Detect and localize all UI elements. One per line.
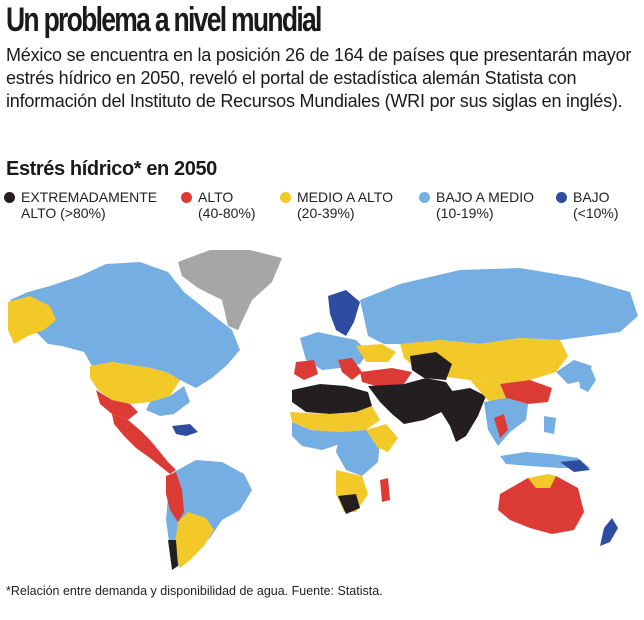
legend-item-bajo: BAJO (<10%) (556, 189, 619, 221)
region-greenland (178, 250, 282, 330)
legend-swatch (181, 192, 192, 203)
legend-label-line2: (40-80%) (198, 205, 256, 221)
region-australia-north (528, 474, 556, 488)
legend-swatch (4, 192, 15, 203)
region-chile-argentina (174, 512, 214, 568)
headline: Un problema a nivel mundial (6, 1, 322, 39)
legend-label-line2: (<10%) (573, 205, 619, 221)
region-new-zealand (600, 518, 618, 546)
region-mexico (112, 414, 176, 474)
region-north-africa (292, 384, 372, 414)
legend-label-line1: BAJO A MEDIO (436, 189, 535, 205)
legend-swatch (280, 192, 291, 203)
map-title: Estrés hídrico* en 2050 (6, 158, 217, 180)
footnote: *Relación entre demanda y disponibilidad… (6, 584, 383, 598)
legend: EXTREMADAMENTE ALTO (>80%) ALTO (40-80%)… (4, 189, 644, 225)
region-madagascar (380, 478, 390, 502)
region-china-east (500, 380, 552, 404)
region-sahel (290, 406, 380, 432)
region-alaska (8, 296, 56, 344)
lede-paragraph: México se encuentra en la posición 26 de… (6, 45, 632, 111)
region-philippines (544, 416, 556, 434)
region-south-asia-east (470, 380, 506, 404)
region-new-guinea (560, 460, 590, 472)
legend-label-line2: (20-39%) (297, 205, 355, 221)
region-horn-of-africa (366, 424, 398, 452)
region-middle-east (368, 378, 456, 424)
region-russia (360, 268, 638, 344)
region-peru (166, 472, 184, 522)
legend-item-bajo-a-medio: BAJO A MEDIO (10-19%) (419, 189, 534, 221)
legend-item-extremadamente-alto: EXTREMADAMENTE ALTO (>80%) (4, 189, 157, 221)
region-chile-south (168, 540, 178, 570)
region-australia (498, 476, 584, 534)
region-italy-balkans (338, 358, 362, 380)
region-us-southwest (96, 390, 138, 420)
region-north-america (10, 262, 240, 388)
region-usa (90, 362, 180, 404)
legend-item-alto: ALTO (40-80%) (181, 189, 256, 221)
legend-label-line2: ALTO (>80%) (21, 205, 106, 221)
legend-label-line1: EXTREMADAMENTE (21, 189, 158, 205)
legend-item-medio-a-alto: MEDIO A ALTO (20-39%) (280, 189, 393, 221)
region-scandinavia (328, 290, 360, 336)
legend-label-line1: BAJO (573, 189, 610, 205)
region-india (440, 388, 486, 442)
legend-label-line1: ALTO (198, 189, 234, 205)
legend-label-line1: MEDIO A ALTO (297, 189, 393, 205)
region-central-asia-black (410, 352, 452, 380)
world-water-stress-map (8, 250, 638, 570)
legend-swatch (556, 192, 567, 203)
region-iberia (294, 360, 318, 380)
region-us-southeast (146, 386, 190, 416)
legend-swatch (419, 192, 430, 203)
region-japan (578, 366, 596, 392)
region-caribbean (172, 424, 198, 436)
region-ukraine (356, 344, 396, 362)
region-turkey-caucasus (360, 368, 412, 386)
legend-label-line2: (10-19%) (436, 205, 494, 221)
region-west-africa (292, 422, 340, 450)
region-thailand (494, 414, 508, 438)
region-central-africa (336, 430, 380, 476)
region-south-africa (338, 494, 360, 514)
